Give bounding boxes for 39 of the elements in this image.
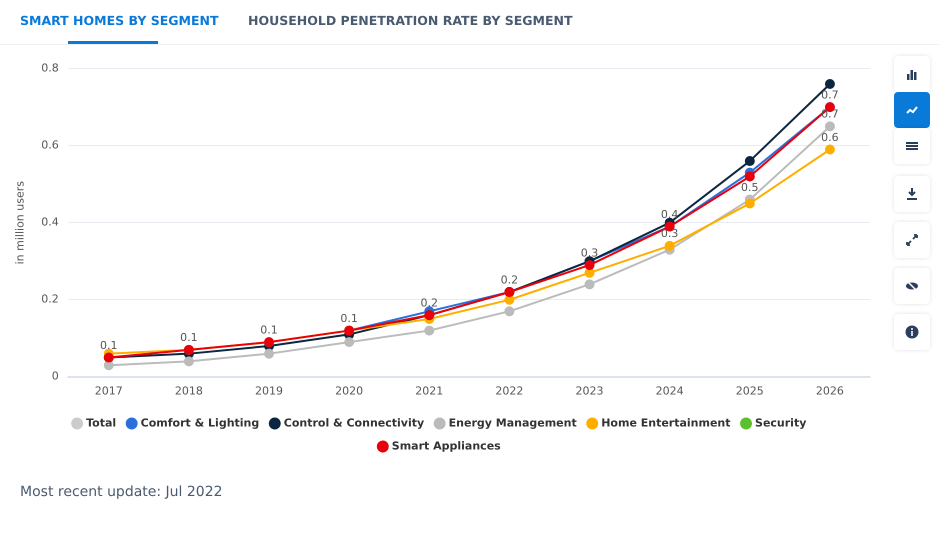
y-tick-label: 0.6 [41,138,59,152]
legend-label: Total [86,416,116,430]
data-label: 0.1 [100,338,118,352]
data-label: 0.5 [741,180,759,194]
legend-label: Control & Connectivity [284,416,424,430]
x-tick-label: 2025 [736,384,764,398]
legend-label: Comfort & Lighting [140,416,260,430]
x-tick-label: 2021 [415,384,444,398]
x-tick-label: 2024 [656,384,684,398]
x-tick-label: 2018 [174,384,203,398]
text: Most recent update: Jul 2022 [20,484,223,500]
y-tick-label: 0 [52,370,59,383]
legend-label: Security [755,416,806,430]
y-tick-label: 0.8 [41,61,59,74]
y-tick-label: 0.4 [41,216,59,229]
x-tick-label: 2019 [255,384,284,398]
x-tick-label: 2017 [94,384,123,398]
x-tick-label: 2020 [335,384,364,398]
data-label: 0.1 [340,312,358,325]
data-label: 0.7 [821,88,839,102]
data-label: 0.6 [821,130,839,144]
data-label: 0.3 [580,246,598,260]
legend-label: Energy Management [448,416,577,430]
data-label: 0.7 [821,108,839,121]
legend-label: Smart Appliances [392,439,502,452]
data-label: 0.2 [500,273,518,286]
y-tick-label: 0.2 [41,292,59,306]
x-tick-label: 2023 [576,384,604,398]
data-label: 0.4 [660,208,678,221]
y-axis-title: in million users [13,180,26,264]
data-label: 0.1 [260,323,278,336]
data-label: 0.2 [420,296,438,310]
chart-title: SMART HOMES BY SEGMENT [20,13,218,28]
chart-subtitle: HOUSEHOLD PENETRATION RATE BY SEGMENT [248,13,572,28]
data-label: 0.1 [180,331,198,344]
x-tick-label: 2026 [816,384,844,398]
x-tick-label: 2022 [495,384,524,398]
legend-label: Home Entertainment [601,416,731,430]
data-label: 0.3 [660,227,678,240]
